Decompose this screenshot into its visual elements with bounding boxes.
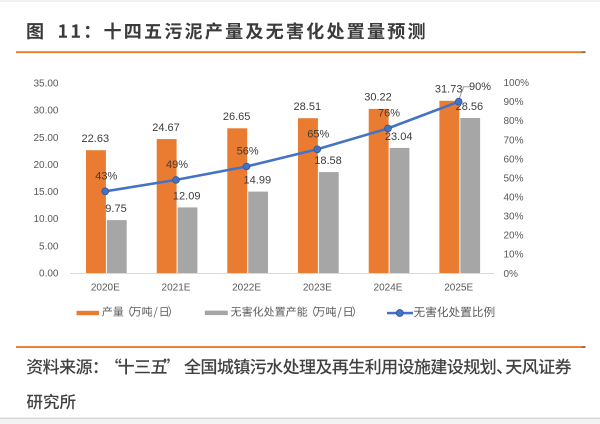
svg-text:24.67: 24.67 <box>152 122 180 134</box>
svg-text:2020E: 2020E <box>91 283 120 294</box>
svg-text:25.00: 25.00 <box>33 133 58 144</box>
svg-text:2023E: 2023E <box>303 283 332 294</box>
svg-text:2022E: 2022E <box>232 283 261 294</box>
svg-text:12.09: 12.09 <box>173 190 201 202</box>
svg-text:30%: 30% <box>504 212 524 223</box>
svg-text:80%: 80% <box>504 116 524 127</box>
svg-text:100%: 100% <box>504 78 530 89</box>
svg-text:0%: 0% <box>504 269 519 280</box>
svg-text:20.00: 20.00 <box>33 160 58 171</box>
svg-text:65%: 65% <box>307 128 329 140</box>
svg-text:10%: 10% <box>504 250 524 261</box>
svg-text:60%: 60% <box>504 154 524 165</box>
svg-text:35.00: 35.00 <box>33 79 58 90</box>
svg-text:56%: 56% <box>237 146 259 158</box>
svg-text:31.73: 31.73 <box>435 84 463 96</box>
svg-text:40%: 40% <box>504 193 524 204</box>
svg-text:43%: 43% <box>95 170 117 182</box>
svg-text:30.00: 30.00 <box>33 106 58 117</box>
svg-text:90%: 90% <box>504 97 524 108</box>
svg-text:76%: 76% <box>378 107 400 119</box>
svg-text:2021E: 2021E <box>162 283 191 294</box>
svg-text:18.58: 18.58 <box>314 155 342 167</box>
svg-text:2025E: 2025E <box>444 283 473 294</box>
svg-text:22.63: 22.63 <box>82 133 110 145</box>
svg-text:23.04: 23.04 <box>385 131 413 143</box>
svg-text:20%: 20% <box>504 231 524 242</box>
svg-text:49%: 49% <box>166 159 188 171</box>
svg-text:10.00: 10.00 <box>33 214 58 225</box>
svg-text:70%: 70% <box>504 135 524 146</box>
svg-text:50%: 50% <box>504 173 524 184</box>
svg-text:2024E: 2024E <box>374 283 403 294</box>
svg-text:28.56: 28.56 <box>456 101 484 113</box>
svg-text:14.99: 14.99 <box>244 175 272 187</box>
svg-text:5.00: 5.00 <box>39 241 59 252</box>
svg-text:90%: 90% <box>469 81 491 93</box>
svg-text:30.22: 30.22 <box>364 92 392 104</box>
svg-text:26.65: 26.65 <box>223 111 251 123</box>
svg-text:9.75: 9.75 <box>105 203 126 215</box>
svg-text:0.00: 0.00 <box>39 269 59 280</box>
svg-text:28.51: 28.51 <box>294 101 322 113</box>
svg-text:15.00: 15.00 <box>33 187 58 198</box>
